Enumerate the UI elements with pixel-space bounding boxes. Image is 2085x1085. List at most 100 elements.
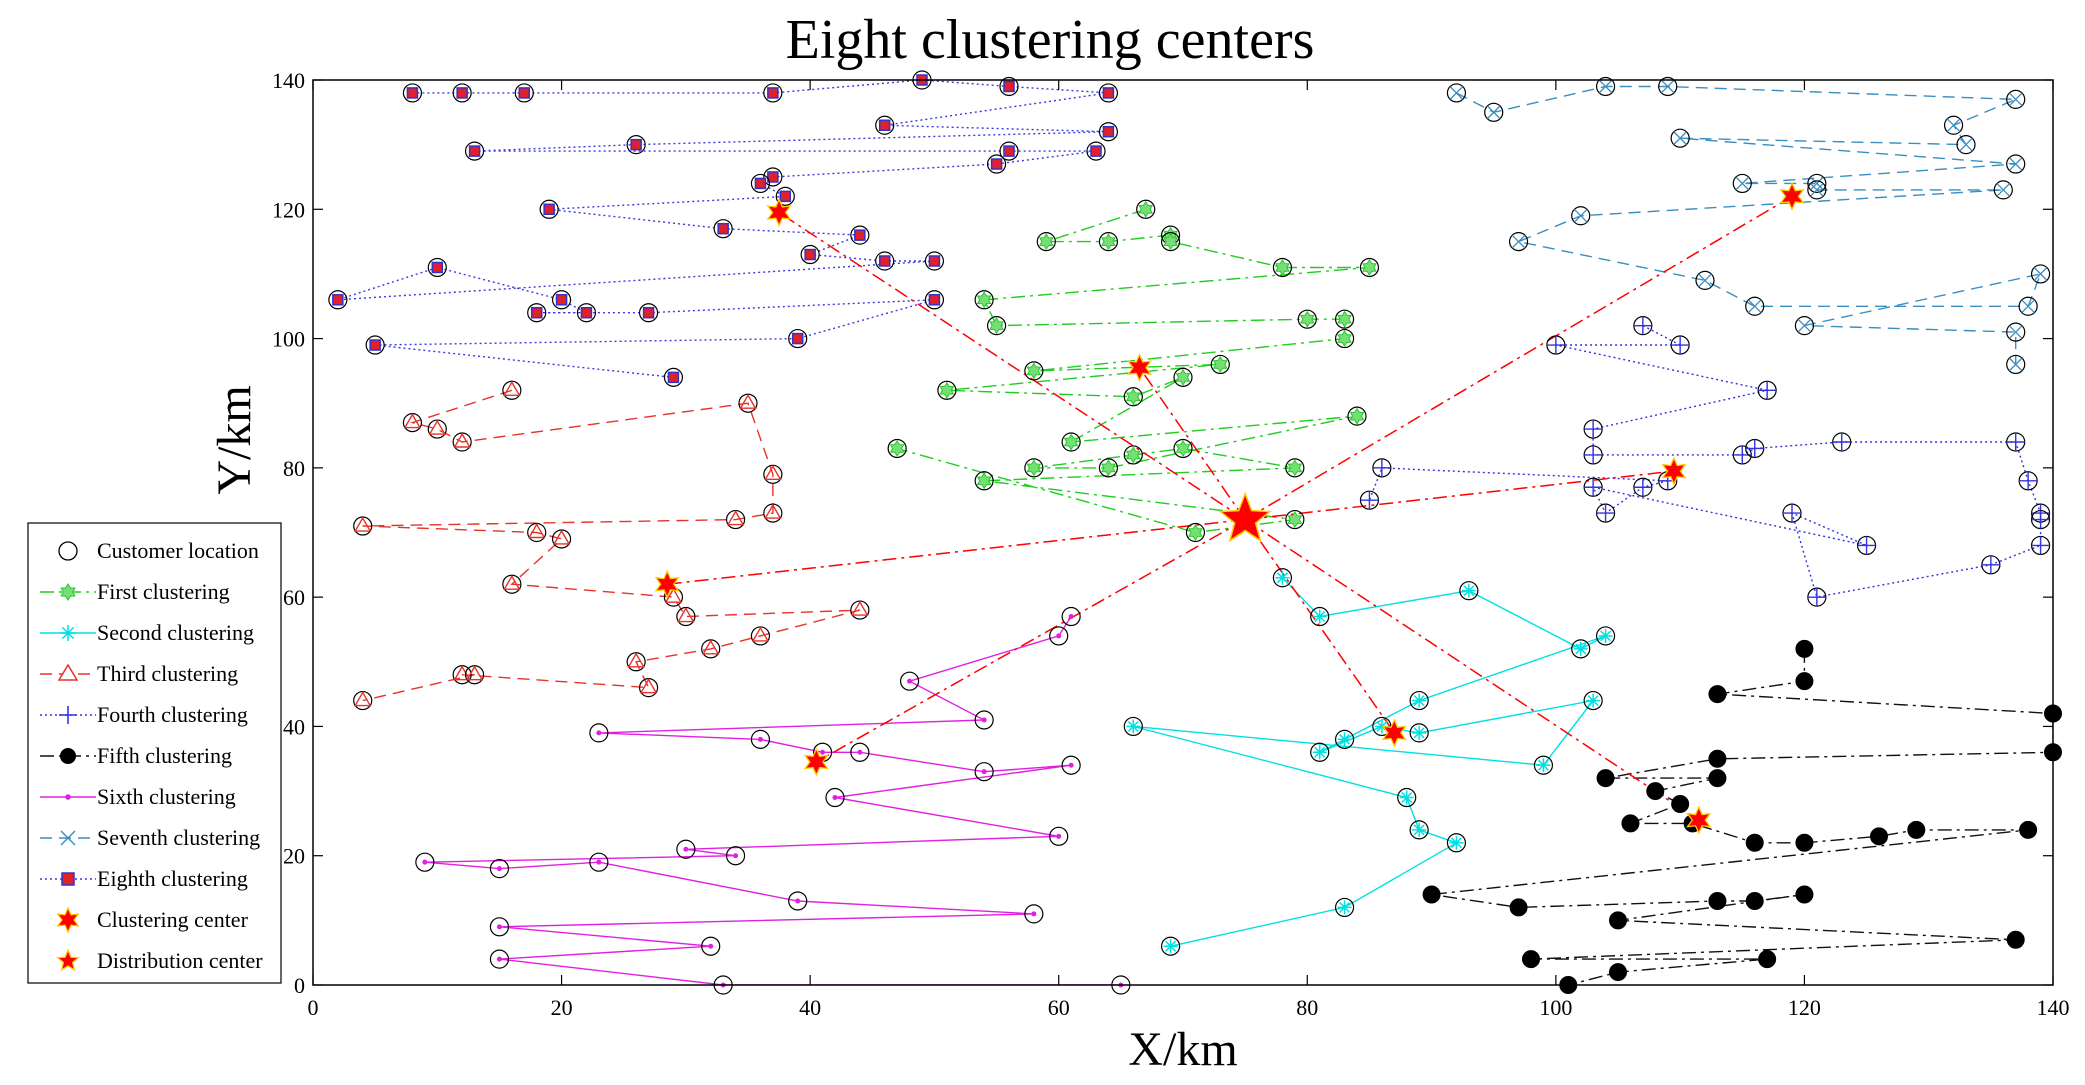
depot-link-c7 xyxy=(1244,195,1793,521)
y-tick-label: 120 xyxy=(272,197,305,222)
customer-point-c4-4 xyxy=(1757,380,1777,400)
customer-point-c8-29 xyxy=(638,303,659,323)
clustering-center-c2 xyxy=(1381,718,1407,748)
customer-point-c8-8 xyxy=(875,115,895,135)
customer-point-c4-2 xyxy=(1670,335,1690,355)
customer-point-c3-6 xyxy=(763,464,783,484)
customer-point-c5-10 xyxy=(1671,795,1690,813)
customer-point-c8-15 xyxy=(763,167,783,187)
y-tick-label: 40 xyxy=(283,714,305,739)
customer-point-c5-7 xyxy=(1596,769,1615,788)
customer-point-c4-1 xyxy=(1633,316,1653,336)
customer-point-c4-10 xyxy=(2006,432,2026,452)
customer-point-c7-5 xyxy=(2006,89,2026,109)
customer-point-c8-32 xyxy=(365,335,385,355)
route-c5 xyxy=(1431,648,2053,985)
customer-point-c5-23 xyxy=(1609,911,1627,930)
customer-point-c7-3 xyxy=(1595,76,1616,97)
legend-symbol xyxy=(57,663,79,681)
customer-point-c8-27 xyxy=(576,303,597,323)
customer-point-c1-15 xyxy=(937,380,957,400)
customer-point-c5-8 xyxy=(1708,769,1727,788)
customer-point-c5-22 xyxy=(1795,885,1814,904)
y-tick-label: 100 xyxy=(272,327,305,352)
customer-point-c7-10 xyxy=(1732,173,1752,194)
customer-point-c5-18 xyxy=(1422,885,1441,904)
customer-point-c1-27 xyxy=(1185,522,1206,543)
customer-point-c6-4 xyxy=(974,710,994,730)
customer-point-c5-15 xyxy=(1870,827,1888,846)
customer-point-c1-3 xyxy=(1098,232,1119,252)
customer-point-c3-18 xyxy=(626,652,646,672)
customer-point-c4-13 xyxy=(2030,509,2051,530)
customer-point-c1-16 xyxy=(1123,387,1143,407)
customer-markers xyxy=(328,70,2062,995)
customer-point-c1-18 xyxy=(1061,432,1081,452)
distribution-center-marker xyxy=(1218,491,1272,543)
legend-symbol xyxy=(60,583,76,601)
customer-point-c2-17 xyxy=(1334,897,1355,918)
customer-point-c7-4 xyxy=(1658,76,1678,97)
legend-label: Fifth clustering xyxy=(97,743,232,768)
customer-point-c6-1 xyxy=(1061,606,1081,627)
customer-point-c1-13 xyxy=(1024,361,1044,381)
route-c1 xyxy=(896,208,1370,534)
x-tick-label: 80 xyxy=(1296,995,1318,1020)
customer-point-c8-19 xyxy=(713,219,733,239)
customer-point-c2-2 xyxy=(1310,606,1330,627)
customer-point-c4-14 xyxy=(2030,535,2051,556)
customer-point-c1-2 xyxy=(1036,232,1056,252)
customer-point-c4-5 xyxy=(1583,419,1603,439)
legend-label: Distribution center xyxy=(97,948,263,973)
x-tick-label: 20 xyxy=(551,995,573,1020)
depot-link-c8 xyxy=(778,211,1246,521)
clustering-center-c3 xyxy=(654,569,680,599)
legend-symbol xyxy=(55,948,81,972)
customer-point-c1-10 xyxy=(1297,309,1317,329)
legend-label: Sixth clustering xyxy=(97,784,236,809)
customer-point-c2-18 xyxy=(1160,936,1181,956)
customer-point-c4-3 xyxy=(1546,335,1566,355)
y-tick-label: 20 xyxy=(283,844,305,869)
legend-symbol xyxy=(56,906,80,934)
customer-point-c5-6 xyxy=(1708,749,1727,768)
customer-point-c8-2 xyxy=(452,83,472,103)
customer-point-c8-10 xyxy=(626,135,646,155)
customer-point-c4-21 xyxy=(1633,477,1653,497)
customer-point-c5-3 xyxy=(1708,685,1727,704)
depot-link-c6 xyxy=(815,518,1246,763)
customer-point-c3-21 xyxy=(464,665,485,685)
route-c7 xyxy=(1456,85,2042,365)
legend-item-c2: Second clustering xyxy=(40,620,254,645)
customer-point-c3-17 xyxy=(701,639,721,659)
customer-point-c7-15 xyxy=(1508,232,1529,252)
customer-point-c6-9 xyxy=(974,762,994,782)
customer-point-c4-17 xyxy=(1782,503,1802,523)
customer-point-c4-19 xyxy=(1583,477,1603,497)
customer-point-c3-5 xyxy=(738,393,758,413)
customer-point-c4-24 xyxy=(1359,490,1380,510)
legend-label: Eighth clustering xyxy=(97,866,248,891)
customer-point-c1-26 xyxy=(1285,509,1305,530)
legend-label: Second clustering xyxy=(97,620,254,645)
legend-item-customer: Customer location xyxy=(58,538,259,563)
customer-point-c2-12 xyxy=(1533,755,1554,775)
customer-point-c4-18 xyxy=(1856,535,1877,556)
customer-point-c1-21 xyxy=(1024,458,1044,478)
x-tick-label: 0 xyxy=(308,995,319,1020)
customer-point-c1-28 xyxy=(887,438,907,459)
customer-point-c8-18 xyxy=(539,199,559,219)
clustering-center-c5 xyxy=(1686,805,1712,835)
legend-item-c6: Sixth clustering xyxy=(40,784,236,809)
customer-point-c6-12 xyxy=(1049,826,1069,846)
customer-point-c8-6 xyxy=(999,76,1019,97)
customer-point-c8-31 xyxy=(788,328,808,349)
customer-point-c2-5 xyxy=(1595,626,1616,646)
legend-item-c8: Eighth clustering xyxy=(40,866,248,891)
customer-point-c3-15 xyxy=(850,600,870,620)
customer-point-c3-22 xyxy=(353,690,373,711)
customer-point-c3-7 xyxy=(763,503,783,523)
customer-point-c8-33 xyxy=(663,367,684,387)
customer-point-c8-14 xyxy=(986,154,1007,174)
